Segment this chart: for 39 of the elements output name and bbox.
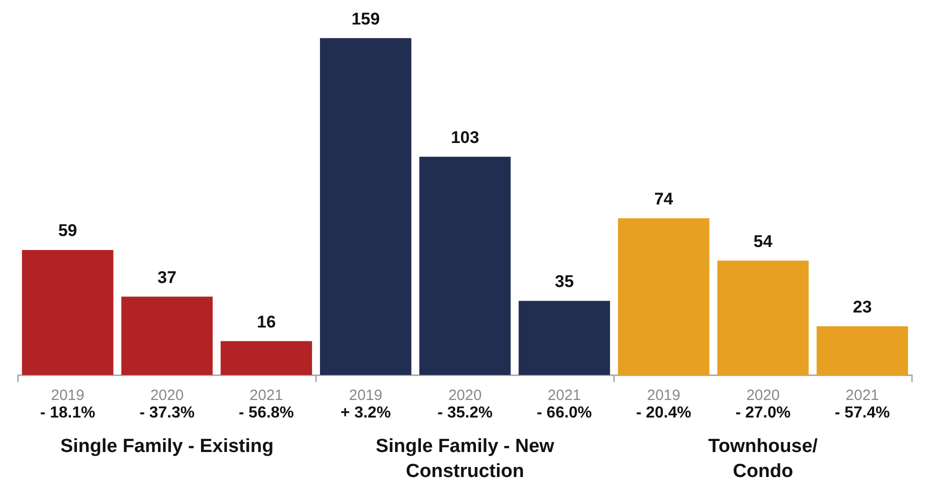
text: - 66.0% [536,404,592,422]
text: - 27.0% [735,404,791,422]
data-label: 23 [852,297,872,316]
data-label: 35 [554,272,574,292]
bar [22,250,114,375]
text: - 35.2% [437,404,493,422]
bar [717,260,809,375]
x-tick-label: 2021 [548,387,582,404]
data-label: 74 [654,189,674,208]
bar [419,156,511,375]
bar [220,341,312,375]
text: + 3.2% [340,404,391,422]
text: - 37.3% [139,404,195,422]
x-tick-label: 2019 [348,387,382,404]
bar [816,326,908,375]
data-label: 59 [58,221,78,240]
text: Townhouse/ Condo [708,436,818,482]
bar [320,38,412,375]
text: - 57.4% [834,404,890,422]
data-label: 37 [158,268,176,287]
x-tick-label: 2020 [448,387,482,404]
data-label: 159 [351,9,380,28]
text: Single Family - Existing [60,436,274,458]
data-label: 54 [754,232,773,251]
x-tick-label: 2020 [746,387,780,404]
data-label: 16 [256,312,276,332]
text: - 56.8% [238,404,294,422]
x-tick-label: 2020 [150,387,184,404]
bar [618,218,710,375]
text: - 20.4% [636,404,692,422]
x-tick-label: 2019 [646,387,680,404]
bar [518,300,610,375]
text: Single Family - New Construction [376,436,554,482]
x-tick-label: 2019 [50,387,84,404]
text: - 18.1% [40,404,96,422]
bar [121,296,213,375]
x-tick-label: 2021 [250,387,284,404]
data-label: 103 [450,128,480,147]
x-tick-label: 2021 [846,387,880,404]
